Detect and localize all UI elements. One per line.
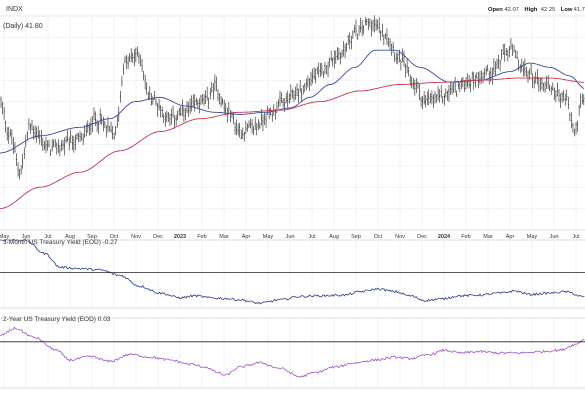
x-tick-label: Feb — [461, 234, 470, 240]
spread1-panel-label: 3-Month US Treasury Yield (EOD) -0.27 — [3, 239, 118, 246]
x-tick-label: Apr — [242, 234, 251, 240]
x-tick-label: Nov — [131, 234, 141, 240]
series-layer — [0, 15, 585, 378]
x-tick-label: Dec — [417, 234, 427, 240]
x-tick-label: Feb — [197, 234, 206, 240]
text-layer: INDX (Daily) 41.80 3-Month US Treasury Y… — [0, 6, 585, 323]
x-tick-label: Oct — [374, 234, 383, 240]
x-tick-label: Dec — [153, 234, 163, 240]
spread2-series-line — [0, 326, 585, 378]
price-panel-label: (Daily) 41.80 — [3, 23, 43, 30]
x-tick-label: Oct — [110, 234, 119, 240]
x-tick-label: Jun — [22, 234, 31, 240]
x-tick-label: Jul — [572, 234, 579, 240]
x-tick-label: Jun — [550, 234, 559, 240]
ohlc-open-label: Open — [488, 7, 503, 13]
ma_short-line — [0, 49, 585, 154]
grid-layer — [0, 16, 585, 388]
x-tick-label: Nov — [395, 234, 405, 240]
ohlc-high-value: 42.25 — [541, 7, 556, 13]
ohlc-low-value: 41.74 — [574, 7, 585, 13]
spread2-panel-label: 2-Year US Treasury Yield (EOD) 0.03 — [3, 316, 111, 323]
ma_long-line — [0, 77, 584, 210]
ohlc-high-label: High — [524, 7, 537, 13]
x-tick-label: Mar — [483, 234, 493, 240]
x-tick-label: Sep — [351, 234, 361, 240]
x-tick-label: Mar — [219, 234, 229, 240]
x-tick-label: May — [0, 234, 9, 240]
ohlc-low-label: Low — [561, 7, 573, 13]
frame-layer — [0, 15, 585, 389]
x-tick-label: 2023 — [174, 234, 186, 240]
x-tick-label: Apr — [506, 234, 515, 240]
x-tick-label: Sep — [87, 234, 97, 240]
x-tick-label: Aug — [65, 234, 75, 240]
ticker-label: INDX — [6, 6, 23, 13]
x-tick-label: Aug — [329, 234, 339, 240]
x-tick-label: Jun — [286, 234, 295, 240]
x-tick-label: 2024 — [438, 234, 451, 240]
spread1-series-line — [0, 238, 585, 305]
x-tick-label: May — [527, 234, 538, 240]
x-tick-label: May — [263, 234, 274, 240]
x-tick-label: Jul — [44, 234, 51, 240]
x-tick-label: Jul — [308, 234, 315, 240]
ohlc-open-value: 42.07 — [504, 7, 519, 13]
